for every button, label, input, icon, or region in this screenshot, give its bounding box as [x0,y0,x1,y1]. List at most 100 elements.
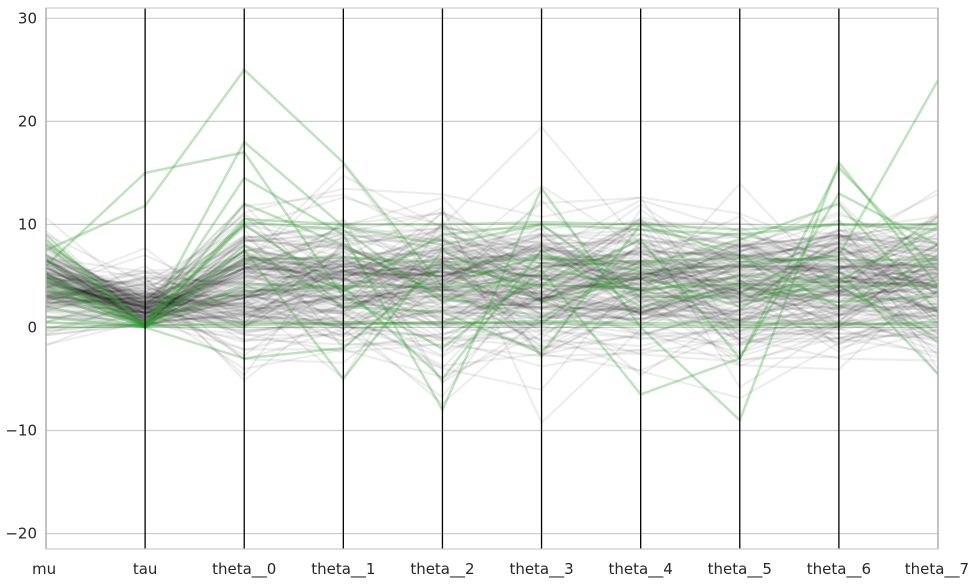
background-sample-line [45,236,939,318]
background-sample-line [45,300,939,348]
background-sample-line [45,264,939,324]
background-sample-line [45,220,939,304]
background-sample-line [45,213,939,312]
y-tick-label: 0 [27,318,37,336]
divergent-sample-line [45,321,939,328]
background-sample-line [45,203,939,303]
y-tick-labels: −20 −10 0 10 20 30 [5,9,37,542]
divergent-sample-line [45,320,939,329]
divergent-sample-line [45,202,939,328]
background-sample-line [45,243,939,314]
background-sample-line [45,228,939,310]
divergent-sample-line [45,191,939,361]
background-sample-line [45,198,939,311]
background-sample-line [45,306,939,352]
divergent-sample-line [45,221,939,328]
background-sample-line [45,232,939,325]
background-sample-line [45,221,939,336]
background-sample-line [45,248,939,320]
background-sample-line [45,228,939,316]
background-sample-line [45,234,939,311]
background-sample-line [45,225,939,319]
background-sample-line [45,250,939,302]
background-sample-line [45,249,939,399]
background-sample-line [45,260,939,370]
background-sample-line [45,272,939,353]
x-tick-label: theta__6 [807,560,871,579]
background-sample-line [45,270,939,315]
background-sample-line [45,243,939,329]
background-sample-line [45,184,939,313]
background-sample-line [45,199,939,326]
x-tick-label: theta__0 [212,560,276,579]
background-sample-line [45,236,939,328]
background-sample-line [45,232,939,321]
background-sample-line [45,247,939,355]
plot-frame [45,7,939,550]
background-sample-line [45,273,939,358]
background-sample-line [45,292,939,331]
background-sample-line [45,274,939,333]
background-sample-line [45,218,939,332]
background-sample-line [45,263,939,322]
background-sample-line [45,313,939,331]
background-sample-line [45,305,939,400]
background-sample-line [45,216,939,306]
background-sample-line [45,272,939,318]
background-sample-line [45,225,939,327]
background-sample-line [45,246,939,319]
background-sample-line [45,241,939,326]
background-sample-line [45,223,939,297]
background-sample-line [45,301,939,356]
background-sample-line [45,174,939,299]
divergent-sample-line [45,140,938,328]
background-sample-line [45,214,939,358]
background-sample-line [45,232,939,301]
divergent-sample-line [45,248,939,382]
background-sample-line [45,243,939,326]
y-tick-label: 10 [18,215,37,233]
background-sample-line [45,267,939,344]
background-sample-line [45,218,939,308]
background-sample-line [45,235,939,318]
background-sample-line [45,162,939,306]
background-sample-line [45,298,939,340]
background-sample-line [45,246,939,321]
background-sample-line [45,279,939,349]
divergent-sample-line [45,67,940,288]
background-sample-line [45,233,939,305]
background-sample-line [45,265,939,326]
background-sample-line [45,285,939,331]
background-sample-line [45,212,939,319]
background-sample-line [45,227,939,350]
background-sample-line [45,218,939,310]
background-sample-line [45,273,939,331]
background-sample-line [45,249,939,336]
x-tick-label: theta__1 [311,560,375,579]
background-sample-line [45,221,939,324]
background-sample-line [45,241,939,382]
background-sample-line [45,241,939,318]
divergent-sample-line [45,160,939,423]
background-sample-line [45,224,939,314]
divergent-sample-line [45,248,939,381]
background-sample-line [45,320,939,362]
background-sample-line [45,238,939,326]
divergent-sample-line [45,222,939,355]
background-sample-line [45,222,939,351]
background-sample-line [45,269,939,322]
background-sample-line [45,291,939,354]
background-sample-line [45,198,939,308]
background-sample-line [45,250,939,313]
background-sample-line [45,226,939,326]
background-sample-line [45,232,939,312]
background-sample-line [45,196,939,301]
background-sample-line [45,187,939,304]
background-sample-line [45,282,939,344]
background-sample-line [45,253,939,357]
y-tick-label: 20 [18,112,37,130]
background-sample-line [45,234,939,310]
background-sample-line [45,284,939,328]
background-sample-line [45,269,939,324]
